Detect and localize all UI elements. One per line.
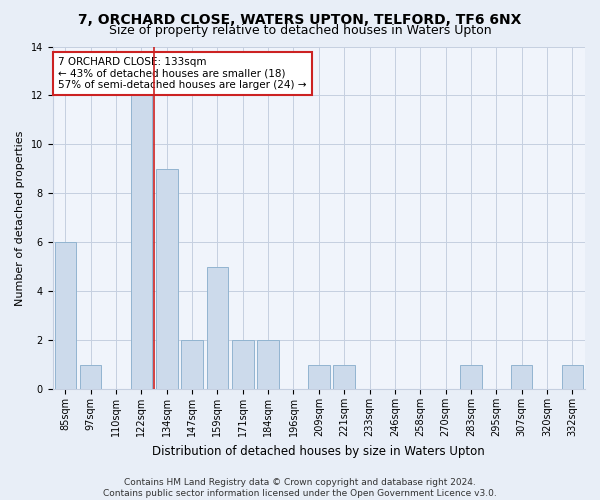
Bar	[131, 96, 152, 389]
Text: Size of property relative to detached houses in Waters Upton: Size of property relative to detached ho…	[109, 24, 491, 37]
Bar	[334, 364, 355, 389]
Bar	[206, 267, 228, 389]
Bar	[460, 364, 482, 389]
Bar	[232, 340, 254, 389]
Bar	[562, 364, 583, 389]
X-axis label: Distribution of detached houses by size in Waters Upton: Distribution of detached houses by size …	[152, 444, 485, 458]
Bar	[156, 169, 178, 389]
Bar	[308, 364, 329, 389]
Bar	[511, 364, 532, 389]
Bar	[55, 242, 76, 389]
Text: 7, ORCHARD CLOSE, WATERS UPTON, TELFORD, TF6 6NX: 7, ORCHARD CLOSE, WATERS UPTON, TELFORD,…	[79, 12, 521, 26]
Text: 7 ORCHARD CLOSE: 133sqm
← 43% of detached houses are smaller (18)
57% of semi-de: 7 ORCHARD CLOSE: 133sqm ← 43% of detache…	[58, 57, 307, 90]
Y-axis label: Number of detached properties: Number of detached properties	[15, 130, 25, 306]
Bar	[80, 364, 101, 389]
Bar	[257, 340, 279, 389]
Bar	[181, 340, 203, 389]
Text: Contains HM Land Registry data © Crown copyright and database right 2024.
Contai: Contains HM Land Registry data © Crown c…	[103, 478, 497, 498]
